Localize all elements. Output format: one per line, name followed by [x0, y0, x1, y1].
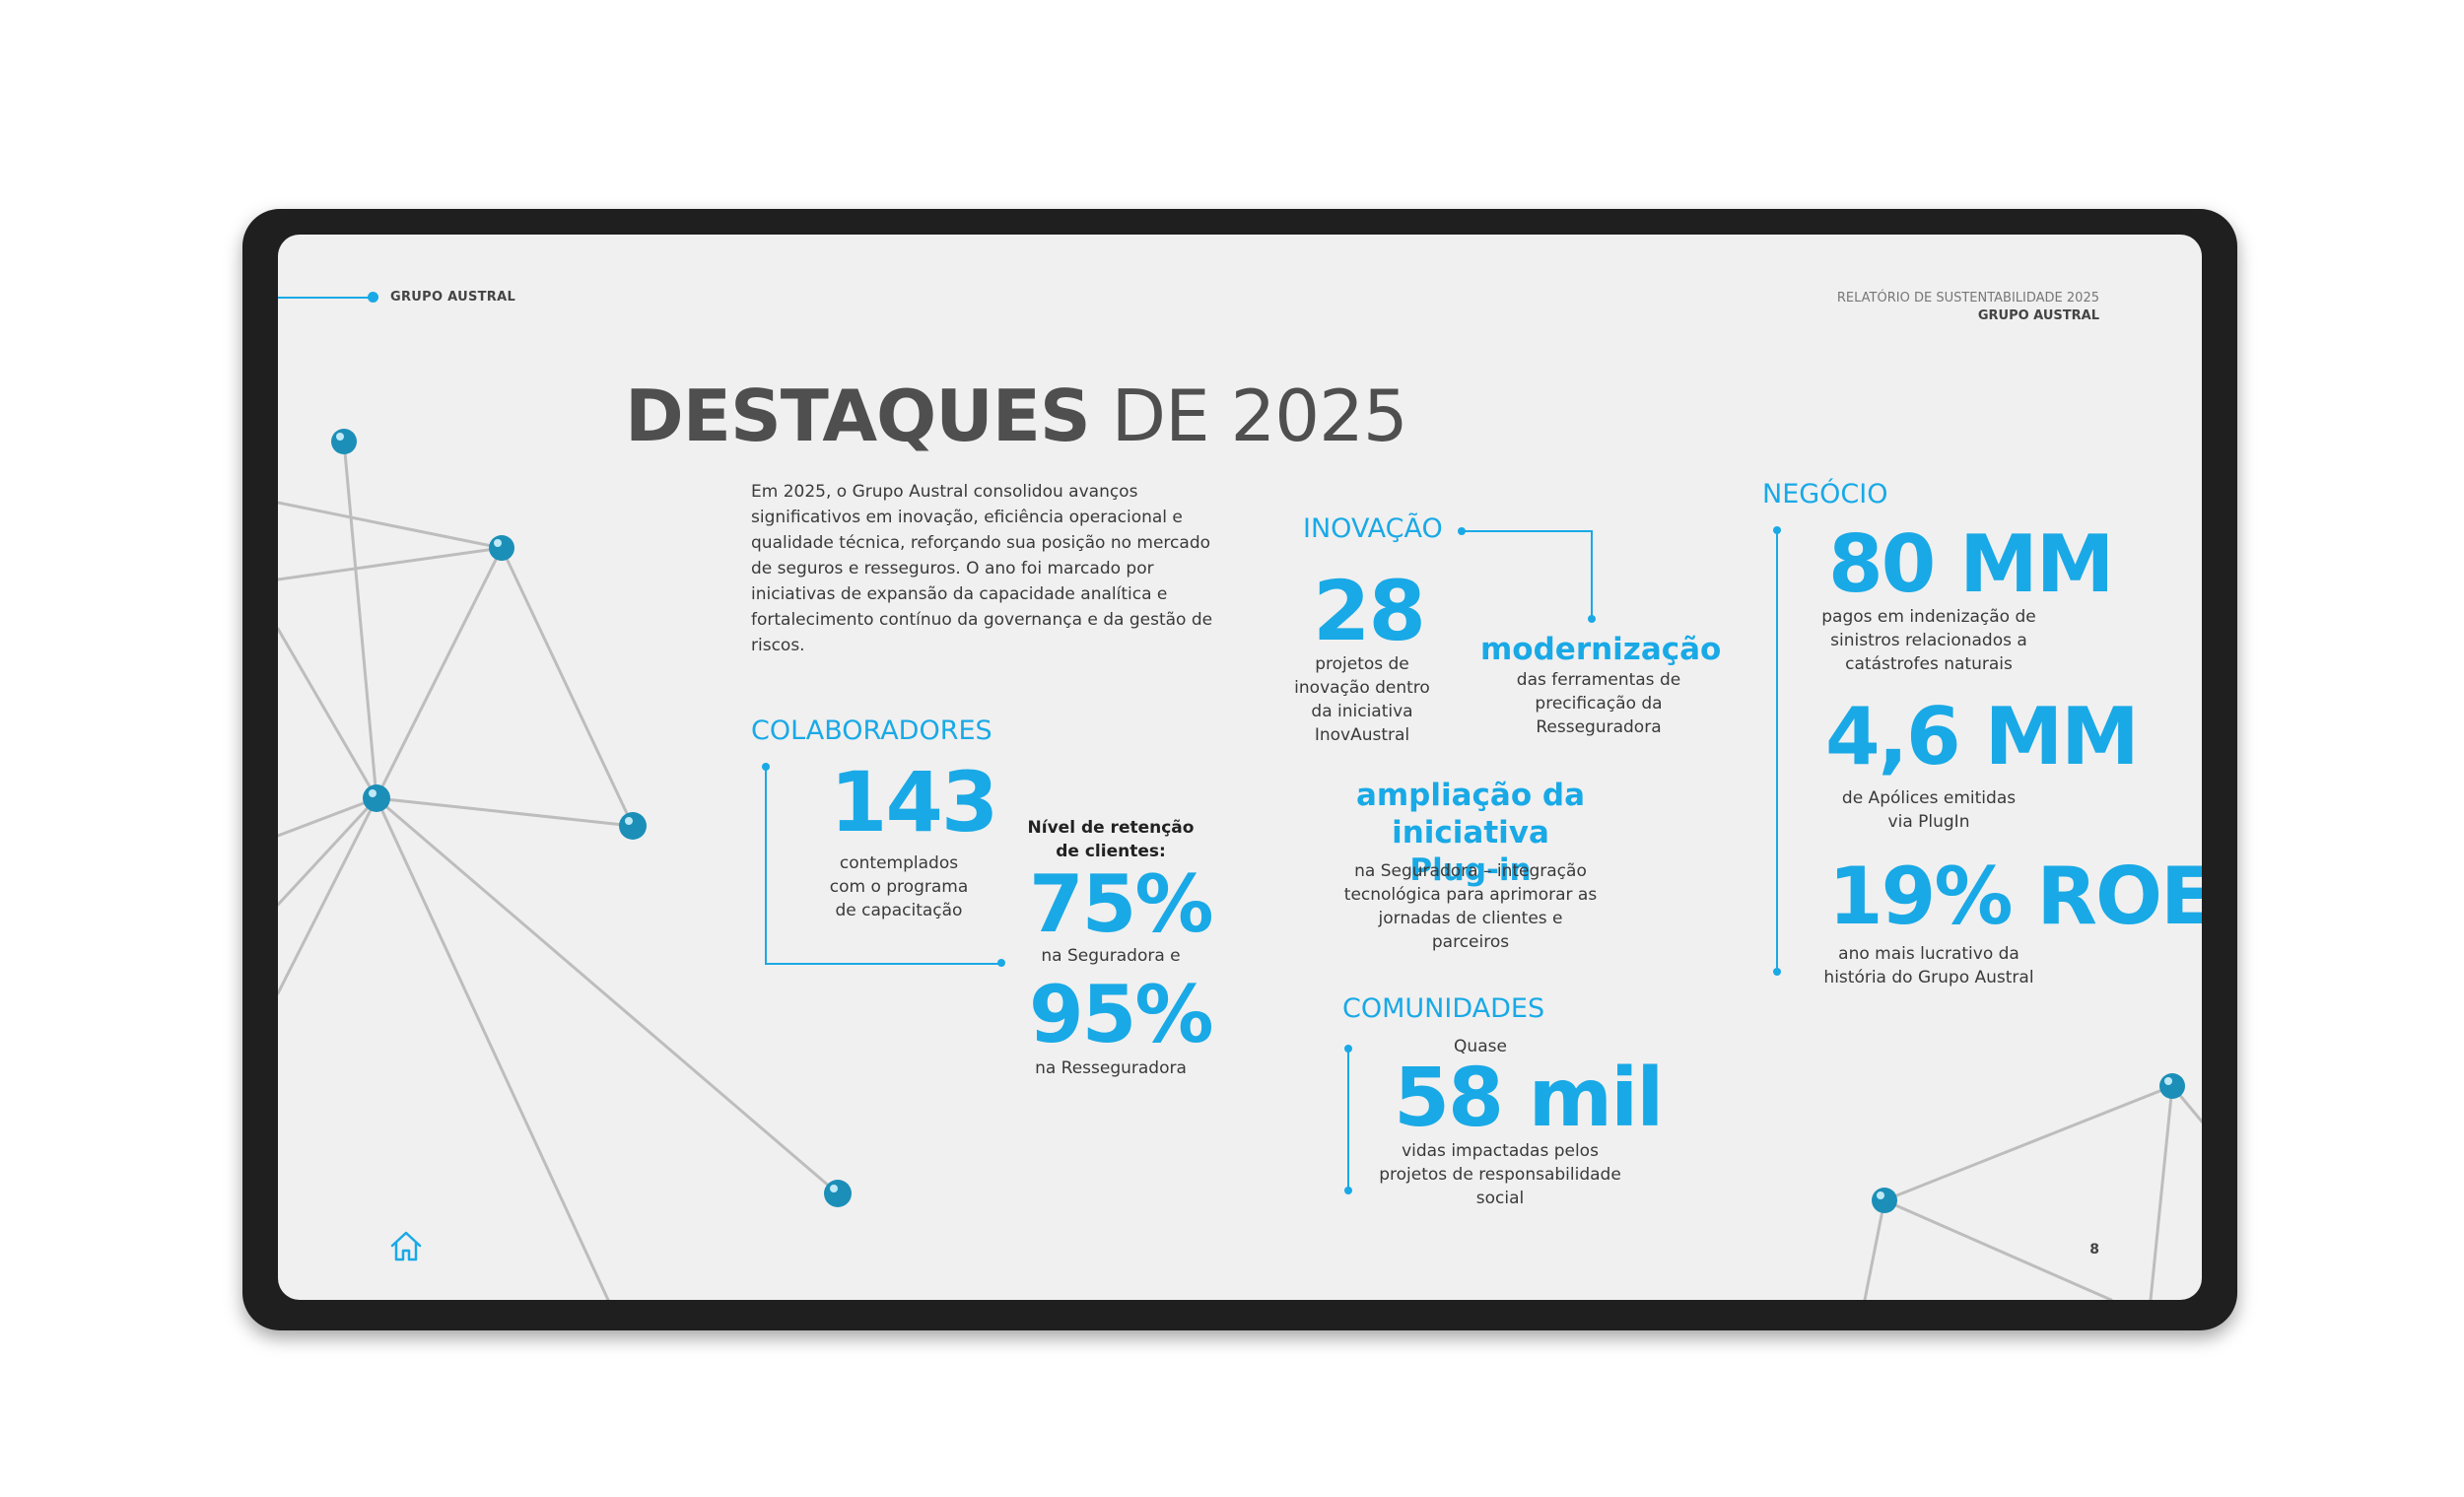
colaboradores-bracket-vertical	[765, 767, 767, 964]
negocio-roe-value: 19% ROE	[1828, 851, 2202, 942]
negocio-apolices-value: 4,6 MM	[1825, 691, 2140, 783]
inovacao-connector-vertical	[1591, 530, 1593, 619]
page-title-light: DE 2025	[1111, 374, 1408, 457]
colaboradores-caption: contemplados com o programa de capacitaç…	[829, 853, 969, 920]
modernizacao-title: modernização	[1480, 632, 1722, 667]
intro-paragraph: Em 2025, o Grupo Austral consolidou avan…	[751, 482, 1213, 655]
negocio-indenizacao-value: 80 MM	[1828, 518, 2114, 610]
colaboradores-bracket-horizontal	[765, 963, 1001, 965]
header-report-title: RELATÓRIO DE SUSTENTABILIDADE 2025 GRUPO…	[1837, 290, 2099, 325]
report-page: GRUPO AUSTRAL RELATÓRIO DE SUSTENTABILID…	[278, 235, 2202, 1300]
retention-seguradora-caption: na Seguradora e	[1041, 946, 1181, 966]
section-heading-negocio: NEGÓCIO	[1762, 479, 1888, 510]
header-report-brand: GRUPO AUSTRAL	[1977, 308, 2099, 323]
modernizacao-caption: das ferramentas de precificação da Resse…	[1516, 670, 1681, 737]
retention-seguradora-pct: 75%	[1029, 858, 1213, 950]
home-icon[interactable]	[388, 1228, 424, 1263]
comunidades-bracket-vertical	[1347, 1049, 1349, 1191]
plugin-title: ampliação da iniciativa Plug-in	[1355, 778, 1586, 888]
pin-network-decoration	[278, 429, 2202, 1300]
header-accent-line	[278, 297, 373, 299]
section-heading-inovacao: INOVAÇÃO	[1303, 513, 1443, 544]
section-heading-colaboradores: COLABORADORES	[751, 715, 992, 746]
comunidades-pre-label: Quase	[1454, 1037, 1507, 1056]
plugin-caption: na Seguradora – integração tecnológica p…	[1343, 861, 1598, 952]
retention-resseguradora-caption: na Resseguradora	[1035, 1058, 1187, 1078]
page-title: DESTAQUES DE 2025	[625, 374, 1408, 457]
negocio-bracket-vertical	[1776, 530, 1778, 972]
colaboradores-bracket-dot-end	[997, 959, 1005, 967]
colaboradores-number: 143	[830, 754, 998, 851]
page-title-bold: DESTAQUES	[625, 374, 1091, 457]
device-frame: GRUPO AUSTRAL RELATÓRIO DE SUSTENTABILID…	[242, 209, 2237, 1330]
retention-resseguradora-pct: 95%	[1029, 969, 1213, 1060]
comunidades-caption: vidas impactadas pelos projetos de respo…	[1379, 1141, 1621, 1208]
negocio-apolices-caption: de Apólices emitidas via PlugIn	[1841, 788, 2017, 832]
page-number: 8	[2089, 1242, 2099, 1258]
inovacao-connector-horizontal	[1462, 530, 1593, 532]
negocio-roe-caption: ano mais lucrativo da história do Grupo …	[1823, 944, 2034, 987]
inovacao-number: 28	[1313, 563, 1426, 659]
inovacao-connector-dot-end	[1588, 615, 1596, 623]
comunidades-bracket-dot-bottom	[1344, 1187, 1352, 1194]
header-accent-dot	[368, 292, 378, 303]
negocio-bracket-dot-bottom	[1773, 968, 1781, 976]
negocio-indenizacao-caption: pagos em indenização de sinistros relaci…	[1821, 607, 2036, 674]
inovacao-caption: projetos de inovação dentro da iniciativ…	[1294, 654, 1430, 745]
section-heading-comunidades: COMUNIDADES	[1342, 993, 1545, 1024]
retention-label: Nível de retenção de clientes:	[1027, 818, 1195, 861]
comunidades-number: 58 mil	[1394, 1052, 1664, 1145]
header-brand: GRUPO AUSTRAL	[390, 290, 516, 305]
header-report-name: RELATÓRIO DE SUSTENTABILIDADE 2025	[1836, 291, 2099, 306]
